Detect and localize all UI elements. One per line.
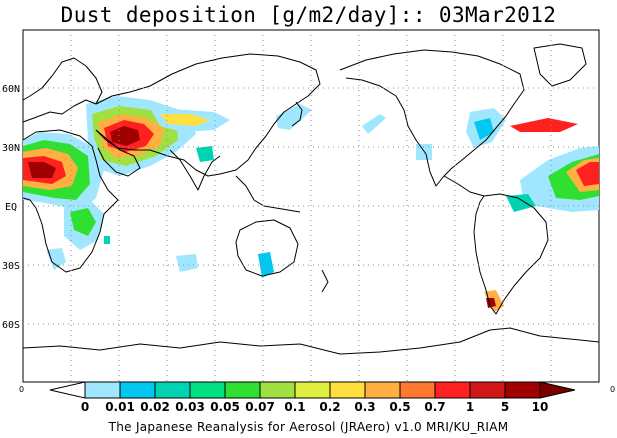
coast-new-zealand [321,269,329,293]
dust-patch-east-africa-mid [70,208,96,236]
colorbar-box [119,381,156,399]
dust-patch-southern-africa [46,248,66,270]
colorbar-segments [49,381,576,399]
dust-patch-india [196,146,214,162]
colorbar-tick-label: 0.2 [319,400,340,414]
lat-label: 60S [2,320,20,331]
coast-asia [95,53,321,177]
colorbar-box [434,381,471,399]
colorbar-arrow-right [539,381,576,399]
colorbar-tick-label: 0.1 [284,400,305,414]
dust-patch-australia-2 [258,252,274,278]
lat-label: EQ [5,202,17,213]
lat-label: 30S [2,261,20,272]
colorbar-edge-right: 0 [610,385,615,394]
colorbar-tick-label: 0.5 [389,400,410,414]
dust-patch-southern-africa-2 [104,236,110,244]
colorbar-tick-label: 0.01 [105,400,135,414]
coast-central-america [443,175,485,197]
colorbar-tick-label: 1 [466,400,474,414]
colorbar-tick-label: 0.02 [140,400,170,414]
coast-africa [22,129,119,273]
colorbar-box [329,381,366,399]
dust-patch-central-asia-mid [160,114,210,126]
coast-antarctica [22,327,600,355]
dust-patch-arabia-peak [110,126,140,146]
colorbar-box [224,381,261,399]
colorbar-box [364,381,401,399]
coast-europe [22,57,103,123]
dust-patch-australia-1 [176,254,198,272]
coast-australia [235,219,299,277]
colorbar-box [84,381,121,399]
colorbar-box [294,381,331,399]
coast-japan [291,101,303,127]
colorbar: 0 0 0 0.01 0.02 0.03 0.05 0.07 0.1 0.2 0.3 0.5 0.7… [19,381,615,414]
colorbar-arrow-left [49,381,86,399]
colorbar-tick-label: 0.03 [175,400,205,414]
coast-north-america [339,49,525,187]
dust-patch-sahara-peak [28,162,56,178]
dust-patch-pacific-mid [362,114,386,134]
latitude-labels: 60N 30N EQ 30S 60S [2,84,20,331]
credit-line: The Japanese Reanalysis for Aerosol (JRA… [108,420,509,434]
lat-label: 60N [2,84,20,95]
colorbar-tick-label: 5 [501,400,509,414]
coast-greenland [533,43,587,87]
dust-patch-north-america-mid [474,118,494,140]
colorbar-tick-label: 10 [532,400,549,414]
dust-patch-atlantic-core [576,162,599,186]
colorbar-tick-label: 0.07 [245,400,275,414]
coastlines [22,43,600,355]
colorbar-edge-left: 0 [19,385,24,394]
dust-patch-atlantic-west [510,118,578,132]
dust-patch-caribbean [506,194,536,212]
coast-india [169,149,221,191]
colorbar-labels: 0 0.01 0.02 0.03 0.05 0.07 0.1 0.2 0.3 0.5 0.7 1 5 10 [81,400,549,414]
colorbar-box [504,381,541,399]
lat-label: 30N [2,143,20,154]
dust-deposition-field [23,96,599,312]
colorbar-box [154,381,191,399]
colorbar-tick-label: 0.3 [354,400,375,414]
colorbar-box [259,381,296,399]
colorbar-tick-label: 0.7 [424,400,445,414]
graticule [23,30,599,382]
colorbar-tick-label: 0.05 [210,400,240,414]
colorbar-box [399,381,436,399]
colorbar-tick-label: 0 [81,400,89,414]
map-title: Dust deposition [g/m2/day]:: 03Mar2012 [60,3,557,27]
dust-patch-pacific-west [276,104,312,130]
coast-south-america [473,193,549,315]
colorbar-box [189,381,226,399]
colorbar-box [469,381,506,399]
coast-arabia [95,129,141,177]
